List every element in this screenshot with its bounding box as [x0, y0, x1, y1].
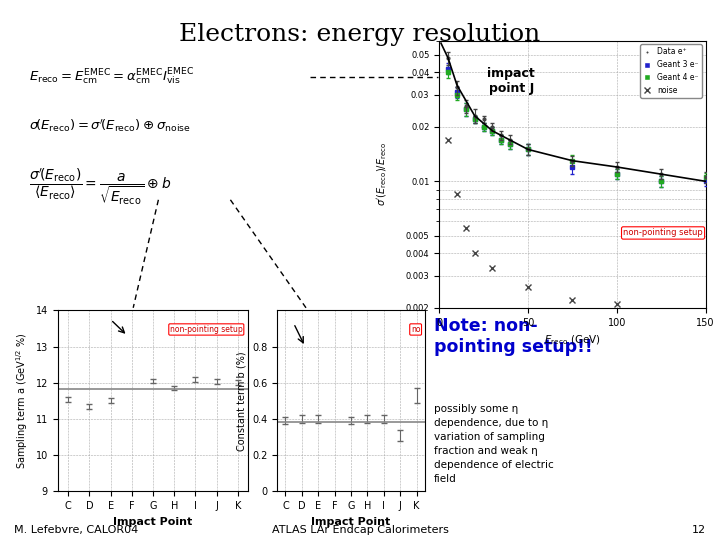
Text: possibly some η
dependence, due to η
variation of sampling
fraction and weak η
d: possibly some η dependence, due to η var…: [434, 403, 554, 484]
Text: 12: 12: [691, 524, 706, 535]
X-axis label: $E_{\rm reco}$ (GeV): $E_{\rm reco}$ (GeV): [544, 333, 600, 347]
Text: $E_{\rm reco} = E_{\rm cm}^{\rm EMEC} = \alpha_{\rm cm}^{\rm EMEC} I_{\rm vis}^{: $E_{\rm reco} = E_{\rm cm}^{\rm EMEC} = …: [29, 66, 194, 87]
Text: $\sigma\!\left(E_{\rm reco}\right) = \sigma^{\prime}\!\left(E_{\rm reco}\right) : $\sigma\!\left(E_{\rm reco}\right) = \si…: [29, 117, 191, 133]
Y-axis label: $\sigma'(E_{\rm reco})/E_{\rm reco}$: $\sigma'(E_{\rm reco})/E_{\rm reco}$: [375, 142, 389, 206]
Text: Note: non-
pointing setup!!: Note: non- pointing setup!!: [434, 317, 593, 356]
Text: $\dfrac{\sigma^{\prime}\!\left(E_{\rm reco}\right)}{\left\langle E_{\rm reco}\ri: $\dfrac{\sigma^{\prime}\!\left(E_{\rm re…: [29, 166, 171, 207]
Text: ATLAS LAr Endcap Calorimeters: ATLAS LAr Endcap Calorimeters: [271, 524, 449, 535]
Text: non-pointing setup: non-pointing setup: [170, 325, 243, 334]
Text: non-pointing setup: non-pointing setup: [624, 228, 703, 238]
Text: no: no: [411, 325, 420, 334]
Y-axis label: Sampling term a (GeV$^{1/2}$ %): Sampling term a (GeV$^{1/2}$ %): [14, 333, 30, 469]
X-axis label: Impact Point: Impact Point: [311, 517, 391, 526]
Y-axis label: Constant term b (%): Constant term b (%): [237, 351, 246, 451]
X-axis label: Impact Point: Impact Point: [113, 517, 193, 526]
Text: Electrons: energy resolution: Electrons: energy resolution: [179, 23, 541, 46]
Legend: Data e⁺, Geant 3 e⁻, Geant 4 e⁻, noise: Data e⁺, Geant 3 e⁻, Geant 4 e⁻, noise: [640, 44, 702, 98]
Text: M. Lefebvre, CALOR04: M. Lefebvre, CALOR04: [14, 524, 139, 535]
Text: impact
point J: impact point J: [487, 68, 535, 95]
